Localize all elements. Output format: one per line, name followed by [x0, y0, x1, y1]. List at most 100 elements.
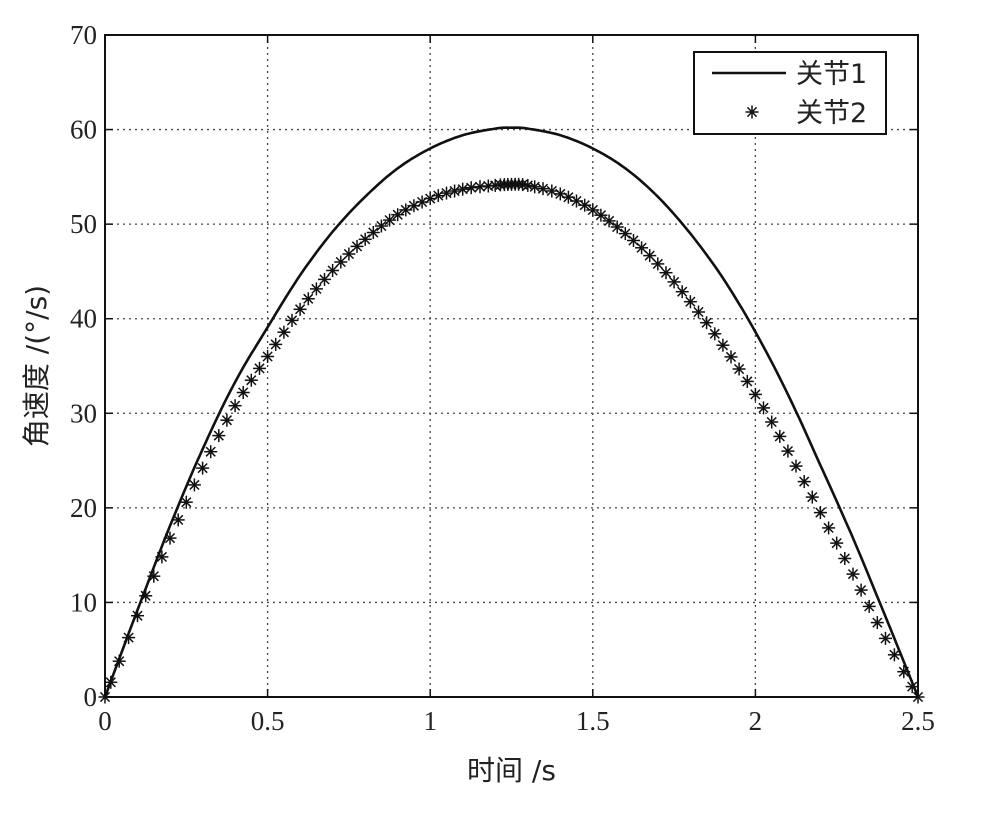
data-point: [651, 257, 665, 271]
data-point: [383, 213, 397, 227]
data-point: [643, 249, 657, 263]
asterisk-stroke: [392, 209, 403, 220]
asterisk-stroke: [701, 317, 712, 328]
data-point: [635, 241, 649, 255]
asterisk-stroke: [529, 181, 540, 192]
data-point: [862, 599, 876, 613]
asterisk-stroke: [466, 182, 477, 193]
data-point: [440, 186, 453, 200]
y-tick-label: 0: [84, 682, 98, 712]
legend-asterisk: [745, 105, 759, 119]
y-tick-label: 20: [70, 493, 97, 523]
data-point: [187, 478, 201, 492]
data-point: [147, 569, 161, 583]
data-point: [448, 184, 462, 198]
data-point: [618, 227, 632, 241]
asterisk-stroke: [205, 446, 216, 457]
asterisk-stroke: [717, 340, 729, 351]
axis-ticks: 0 0.5 1 1.5 2 2.5 0 10 20 30 40 50 60 70: [70, 20, 935, 736]
x-tick-label: 2: [749, 706, 763, 736]
asterisk-stroke: [238, 387, 249, 398]
asterisk-stroke: [400, 204, 411, 216]
asterisk-stroke: [537, 183, 549, 194]
asterisk-stroke: [652, 258, 663, 270]
y-tick-label: 70: [70, 20, 97, 50]
asterisk-stroke: [343, 248, 355, 260]
data-point: [196, 461, 210, 475]
data-point: [253, 361, 266, 375]
asterisk-stroke: [114, 656, 125, 667]
asterisk-stroke: [384, 214, 395, 226]
asterisk-stroke: [847, 568, 859, 580]
data-point: [285, 313, 299, 327]
asterisk-stroke: [872, 617, 883, 628]
y-axis-title: 角速度 /(°/s): [20, 285, 53, 447]
x-tick-label: 2.5: [901, 706, 935, 736]
data-point: [244, 373, 258, 387]
data-point: [757, 401, 770, 415]
asterisk-stroke: [221, 415, 233, 426]
data-point: [155, 550, 169, 564]
data-point: [171, 513, 185, 527]
asterisk-stroke: [105, 677, 116, 688]
x-tick-label: 0.5: [251, 706, 285, 736]
asterisk-stroke: [368, 227, 379, 238]
data-point: [228, 399, 242, 413]
asterisk-stroke: [457, 184, 468, 195]
asterisk-stroke: [571, 195, 582, 207]
data-point: [545, 184, 559, 198]
data-point: [683, 295, 697, 309]
series-markers-关节2: [98, 177, 925, 704]
asterisk-stroke: [620, 228, 631, 239]
asterisk-stroke: [907, 681, 918, 692]
data-point: [789, 459, 803, 473]
asterisk-stroke: [229, 400, 241, 411]
data-point: [748, 387, 762, 401]
x-tick-label: 1.5: [576, 706, 610, 736]
data-point: [773, 429, 787, 443]
asterisk-stroke: [889, 649, 900, 660]
data-point: [334, 255, 348, 269]
asterisk-stroke: [132, 610, 143, 621]
asterisk-stroke: [123, 632, 134, 643]
data-point: [98, 690, 112, 704]
data-point: [212, 429, 226, 443]
asterisk-stroke: [181, 497, 192, 508]
asterisk-stroke: [197, 462, 208, 474]
legend-label-series-1: 关节1: [796, 59, 867, 90]
data-point: [139, 589, 153, 603]
asterisk-stroke: [774, 431, 785, 442]
data-point: [309, 282, 323, 296]
asterisk-stroke: [644, 250, 655, 261]
data-point: [692, 305, 705, 319]
asterisk-stroke: [173, 514, 184, 526]
data-point: [879, 631, 892, 645]
asterisk-stroke: [709, 328, 720, 339]
plot-area-frame: [104, 34, 919, 698]
data-point: [846, 567, 860, 581]
asterisk-stroke: [449, 185, 460, 197]
asterisk-stroke: [555, 188, 566, 200]
asterisk-stroke: [140, 590, 151, 601]
asterisk-stroke: [483, 180, 494, 192]
asterisk-stroke: [579, 200, 590, 211]
asterisk-stroke: [327, 265, 338, 276]
legend-label-series-2: 关节2: [796, 98, 867, 129]
asterisk-stroke: [311, 283, 322, 295]
data-point: [897, 665, 911, 679]
asterisk-stroke: [517, 179, 528, 190]
asterisk-stroke: [213, 430, 224, 441]
data-point: [602, 214, 616, 228]
data-point: [163, 531, 177, 545]
asterisk-stroke: [278, 327, 290, 338]
asterisk-stroke: [807, 491, 818, 503]
asterisk-stroke: [823, 522, 834, 534]
data-point: [813, 506, 827, 520]
data-point: [724, 350, 738, 364]
data-point: [358, 232, 372, 246]
legend: 关节1 关节2: [693, 51, 887, 135]
data-point: [700, 316, 714, 330]
data-point: [464, 181, 478, 195]
